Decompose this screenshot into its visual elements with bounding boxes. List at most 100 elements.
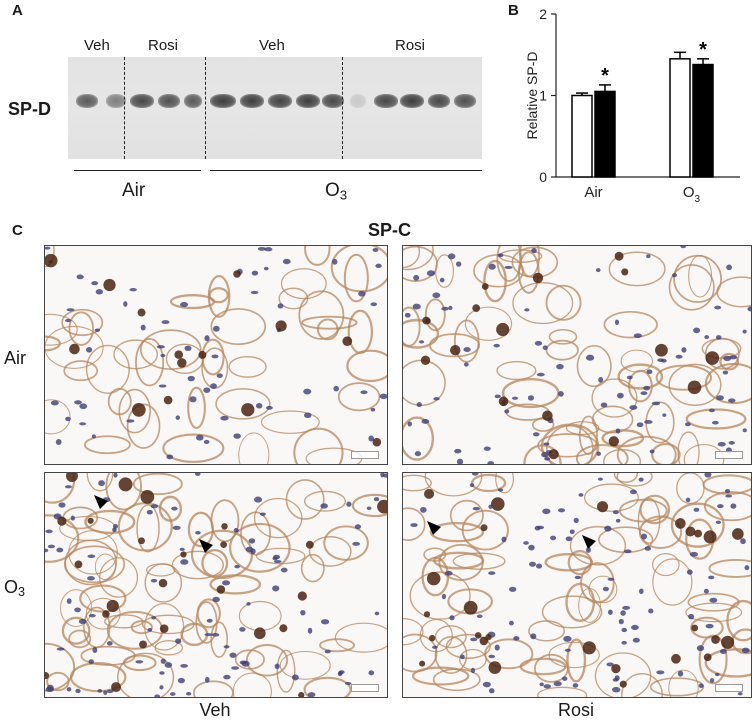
col-label-rosi: Rosi [557, 700, 594, 720]
nucleus [705, 623, 714, 629]
alveolar-wall [698, 634, 728, 685]
alveolar-wall [545, 339, 579, 361]
nucleus [45, 686, 55, 693]
stained-cell [472, 304, 481, 312]
stained-cell [496, 322, 510, 337]
nucleus [250, 290, 259, 295]
nucleus [366, 506, 372, 510]
stained-cell [619, 680, 627, 688]
nucleus [338, 670, 345, 674]
stained-cell [731, 528, 744, 540]
alveolar-wall [464, 306, 513, 341]
nucleus [196, 434, 204, 441]
alveolar-wall [68, 311, 94, 346]
nucleus [307, 627, 313, 634]
stained-cell [463, 600, 478, 615]
alveolar-wall [46, 671, 70, 692]
stained-cell [687, 380, 702, 395]
nucleus [346, 501, 352, 507]
nucleus [426, 270, 436, 277]
alveolar-wall [139, 329, 202, 371]
alveolar-wall [187, 386, 206, 429]
nucleus [229, 652, 237, 658]
nucleus [206, 618, 213, 623]
alveolar-wall [215, 388, 271, 420]
alveolar-wall [403, 246, 434, 271]
nucleus [633, 333, 642, 338]
nucleus [621, 627, 628, 633]
alveolar-wall [639, 494, 671, 525]
nucleus [161, 320, 170, 325]
alveolar-wall [303, 676, 352, 697]
nucleus [693, 507, 700, 512]
stained-cell [655, 343, 668, 357]
arrowhead-marker [199, 539, 213, 553]
alveolar-wall [285, 479, 325, 520]
nucleus [724, 489, 731, 494]
nucleus [714, 672, 720, 677]
alveolar-wall [512, 282, 574, 325]
stained-cell [426, 571, 441, 586]
alveolar-wall [126, 403, 161, 449]
arrowhead-marker [582, 535, 596, 549]
nucleus [97, 688, 103, 693]
significance-star: * [699, 39, 707, 61]
stained-cell [139, 640, 147, 649]
nucleus [688, 613, 695, 620]
scale-bar [351, 684, 379, 692]
nucleus [585, 354, 595, 361]
nucleus [414, 451, 422, 457]
nucleus [180, 302, 189, 308]
nucleus [606, 662, 614, 667]
alveolar-wall [569, 525, 627, 566]
nucleus [550, 535, 557, 541]
nucleus [223, 674, 231, 680]
nucleus [472, 506, 481, 511]
nucleus [75, 688, 81, 694]
nucleus [184, 345, 192, 351]
alveolar-wall [429, 521, 485, 543]
stained-cell [253, 627, 266, 640]
alveolar-wall [45, 325, 104, 369]
alveolar-wall [104, 614, 144, 629]
stained-cell [103, 278, 116, 292]
stained-cell [87, 517, 94, 524]
nucleus [685, 497, 691, 503]
stained-cell [582, 641, 596, 655]
protein-band [210, 94, 236, 108]
nucleus [539, 682, 544, 687]
alveolar-wall [687, 592, 740, 612]
nucleus [189, 396, 197, 403]
nucleus [140, 324, 146, 331]
nucleus [47, 544, 56, 549]
nucleus [380, 473, 385, 478]
nucleus [129, 288, 137, 292]
blot-air-label: Air [122, 180, 146, 201]
nucleus [106, 689, 114, 694]
alveolar-wall [685, 408, 747, 430]
protein-band [240, 94, 264, 108]
nucleus [629, 405, 638, 410]
stained-cell [479, 636, 489, 646]
nucleus [728, 398, 736, 403]
stained-cell [372, 437, 382, 447]
nucleus [160, 658, 166, 664]
nucleus [623, 549, 632, 554]
protein-band [158, 94, 180, 108]
stained-cell [131, 403, 146, 417]
alveolar-wall [162, 433, 225, 463]
bar [669, 58, 691, 178]
nucleus [470, 637, 478, 642]
nucleus [476, 614, 483, 619]
nucleus [56, 647, 65, 651]
nucleus [66, 687, 72, 692]
row-label-air: Air [4, 348, 26, 368]
stained-cell [675, 518, 686, 529]
alveolar-wall [708, 558, 751, 578]
alveolar-wall [566, 638, 587, 683]
nucleus [643, 385, 651, 391]
alveolar-wall [670, 502, 725, 548]
alveolar-wall [105, 473, 142, 511]
nucleus [187, 375, 195, 382]
nucleus [65, 416, 71, 422]
